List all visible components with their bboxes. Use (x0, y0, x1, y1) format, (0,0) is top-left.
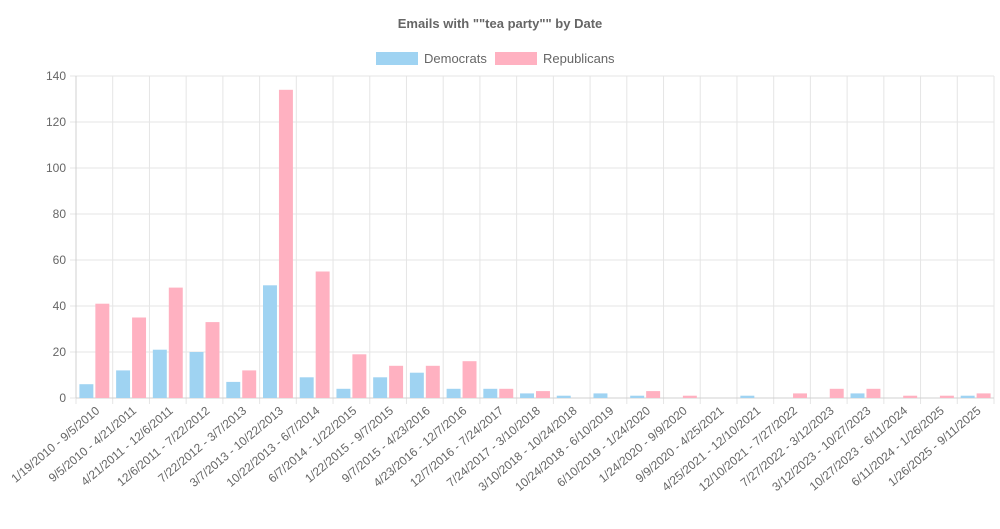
bar-republicans (682, 395, 697, 398)
bar-republicans (95, 303, 110, 398)
legend-item-democrats[interactable]: Democrats (376, 51, 487, 66)
bar-democrats (79, 384, 94, 398)
y-axis-ticks: 0 20 40 60 80 100 120 140 (46, 69, 66, 405)
bar-republicans (315, 271, 330, 398)
chart-title: Emails with ""tea party"" by Date (398, 16, 603, 31)
bar-democrats (520, 393, 534, 398)
legend-swatch (376, 52, 418, 65)
bar-democrats (373, 377, 388, 398)
bar-democrats (263, 285, 277, 398)
bar-democrats (152, 349, 167, 398)
bar-democrats (446, 388, 461, 398)
bar-democrats (850, 393, 865, 398)
bar-democrats (116, 370, 131, 398)
bar-republicans (939, 395, 954, 398)
legend-swatch (495, 52, 537, 65)
bar-republicans (389, 365, 404, 398)
bar-republicans (242, 370, 257, 398)
y-tick-label: 120 (46, 115, 66, 129)
y-tick-label: 60 (53, 253, 67, 267)
bar-democrats (189, 352, 204, 398)
y-tick-label: 20 (53, 345, 67, 359)
bars (79, 89, 991, 399)
bar-democrats (226, 381, 241, 398)
y-tick-label: 40 (53, 299, 67, 313)
y-tick-label: 80 (53, 207, 67, 221)
legend-label: Republicans (543, 51, 615, 66)
legend: Democrats Republicans (376, 51, 615, 66)
bar-republicans (352, 354, 367, 398)
bar-republicans (829, 388, 844, 398)
bar-democrats (409, 372, 424, 398)
y-tick-label: 100 (46, 161, 66, 175)
bar-republicans (278, 89, 293, 399)
legend-item-republicans[interactable]: Republicans (495, 51, 615, 66)
bar-republicans (903, 395, 918, 398)
bar-republicans (536, 391, 550, 398)
bar-democrats (556, 395, 571, 398)
bar-republicans (499, 388, 514, 398)
bar-republicans (646, 391, 661, 398)
legend-label: Democrats (424, 51, 487, 66)
bar-republicans (425, 365, 440, 398)
bar-republicans (866, 388, 881, 398)
grid (70, 75, 995, 404)
bar-democrats (740, 395, 755, 398)
bar-democrats (336, 388, 351, 398)
y-tick-label: 140 (46, 69, 66, 83)
bar-democrats (483, 388, 498, 398)
y-tick-label: 0 (59, 391, 66, 405)
bar-republicans (793, 393, 807, 398)
bar-democrats (960, 395, 975, 398)
bar-republicans (462, 361, 477, 398)
bar-republicans (976, 393, 991, 398)
bar-democrats (630, 395, 645, 398)
bar-republicans (168, 287, 183, 398)
bar-democrats (593, 393, 608, 398)
bar-republicans (132, 317, 147, 398)
bar-democrats (299, 377, 314, 398)
bar-republicans (205, 322, 220, 398)
